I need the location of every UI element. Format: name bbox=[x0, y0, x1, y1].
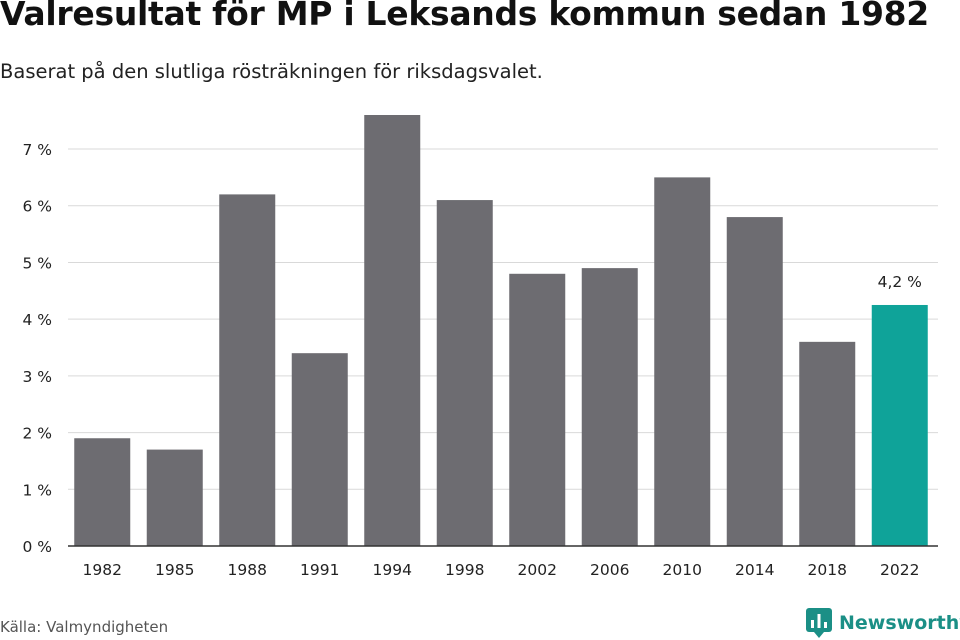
brand-name: Newsworthy bbox=[839, 612, 960, 634]
bar-1991 bbox=[291, 353, 348, 546]
y-tick-label: 2 % bbox=[22, 425, 52, 443]
y-tick-label: 3 % bbox=[22, 368, 52, 386]
highlight-value-label: 4,2 % bbox=[878, 273, 922, 291]
bar-1988 bbox=[219, 194, 276, 547]
bar-1994 bbox=[364, 115, 421, 546]
bar-2018 bbox=[799, 341, 856, 546]
chart-subtitle: Baserat på den slutliga rösträkningen fö… bbox=[0, 60, 543, 83]
x-tick-label: 2014 bbox=[735, 561, 774, 579]
x-tick-label: 1994 bbox=[373, 561, 412, 579]
x-tick-label: 2022 bbox=[880, 561, 919, 579]
bar-1982 bbox=[74, 438, 131, 546]
x-tick-label: 1991 bbox=[300, 561, 339, 579]
bar-2014 bbox=[726, 217, 783, 546]
bar-2002 bbox=[509, 273, 566, 546]
y-tick-label: 1 % bbox=[22, 481, 52, 499]
x-tick-label: 1985 bbox=[155, 561, 194, 579]
x-tick-label: 2018 bbox=[808, 561, 847, 579]
source-note: Källa: Valmyndigheten bbox=[0, 618, 169, 636]
brand-logo[interactable]: Newsworthy bbox=[806, 608, 960, 638]
bar-2006 bbox=[581, 268, 638, 546]
bar-2010 bbox=[654, 177, 711, 546]
y-axis-ticks: 0 % 1 % 2 % 3 % 4 % 5 % 6 % 7 % bbox=[22, 141, 52, 556]
x-tick-label: 2010 bbox=[663, 561, 702, 579]
x-tick-label: 1998 bbox=[445, 561, 484, 579]
bar-chart: 0 % 1 % 2 % 3 % 4 % 5 % 6 % 7 % 1982 1985 1988 199… bbox=[22, 115, 938, 579]
x-axis-ticks: 1982 1985 1988 1991 1994 1998 2002 2006 2010 2014… bbox=[83, 561, 920, 579]
x-tick-label: 1982 bbox=[83, 561, 122, 579]
grid-lines bbox=[68, 148, 938, 490]
y-tick-label: 0 % bbox=[22, 538, 52, 556]
newsworthy-logo-icon bbox=[806, 608, 832, 638]
x-tick-label: 2006 bbox=[590, 561, 629, 579]
bar-2022 bbox=[871, 304, 928, 546]
bars bbox=[74, 115, 928, 547]
x-tick-label: 1988 bbox=[228, 561, 267, 579]
bar-1985 bbox=[146, 449, 203, 546]
chart-title: Valresultat för MP i Leksands kommun sed… bbox=[0, 0, 929, 33]
y-tick-label: 5 % bbox=[22, 254, 52, 272]
bar-1998 bbox=[436, 200, 493, 546]
y-tick-label: 7 % bbox=[22, 141, 52, 159]
y-tick-label: 4 % bbox=[22, 311, 52, 329]
x-tick-label: 2002 bbox=[518, 561, 557, 579]
y-tick-label: 6 % bbox=[22, 198, 52, 216]
